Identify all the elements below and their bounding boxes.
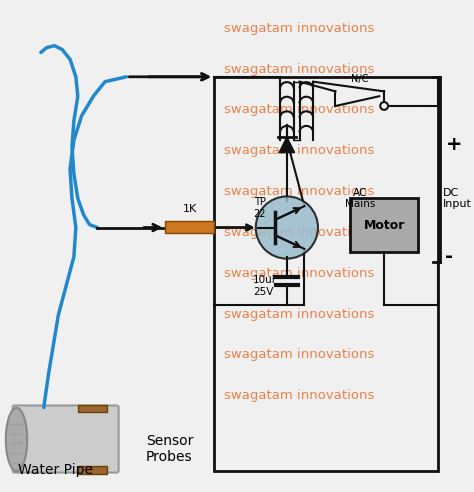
Text: 1K: 1K [182, 204, 197, 214]
Text: swagatam innovations: swagatam innovations [224, 185, 374, 198]
Bar [350, 198, 418, 252]
Text: N/C: N/C [351, 74, 368, 84]
Bar [78, 466, 107, 474]
Ellipse shape [6, 408, 27, 471]
Bar [165, 221, 214, 233]
Text: Motor: Motor [364, 219, 405, 232]
Text: swagatam innovations: swagatam innovations [224, 22, 374, 34]
Circle shape [256, 196, 318, 259]
Polygon shape [279, 137, 295, 153]
Text: DC
Input: DC Input [442, 187, 471, 209]
Text: swagatam innovations: swagatam innovations [224, 348, 374, 362]
Text: +: + [446, 135, 462, 154]
Text: swagatam innovations: swagatam innovations [224, 267, 374, 280]
Text: Sensor
Probes: Sensor Probes [146, 433, 193, 464]
Text: swagatam innovations: swagatam innovations [224, 144, 374, 157]
Text: swagatam innovations: swagatam innovations [224, 308, 374, 321]
Text: swagatam innovations: swagatam innovations [224, 226, 374, 239]
Text: TP
22: TP 22 [254, 197, 266, 219]
Text: AC
Mains: AC Mains [345, 187, 375, 209]
Text: swagatam innovations: swagatam innovations [224, 389, 374, 402]
Circle shape [380, 102, 388, 110]
Text: 10uF
25V: 10uF 25V [253, 275, 278, 297]
Text: Water Pipe: Water Pipe [18, 463, 92, 477]
FancyBboxPatch shape [13, 405, 118, 473]
Text: -: - [446, 247, 453, 266]
Text: swagatam innovations: swagatam innovations [224, 103, 374, 116]
Bar [214, 77, 438, 471]
Text: swagatam innovations: swagatam innovations [224, 62, 374, 75]
Bar [78, 404, 107, 412]
